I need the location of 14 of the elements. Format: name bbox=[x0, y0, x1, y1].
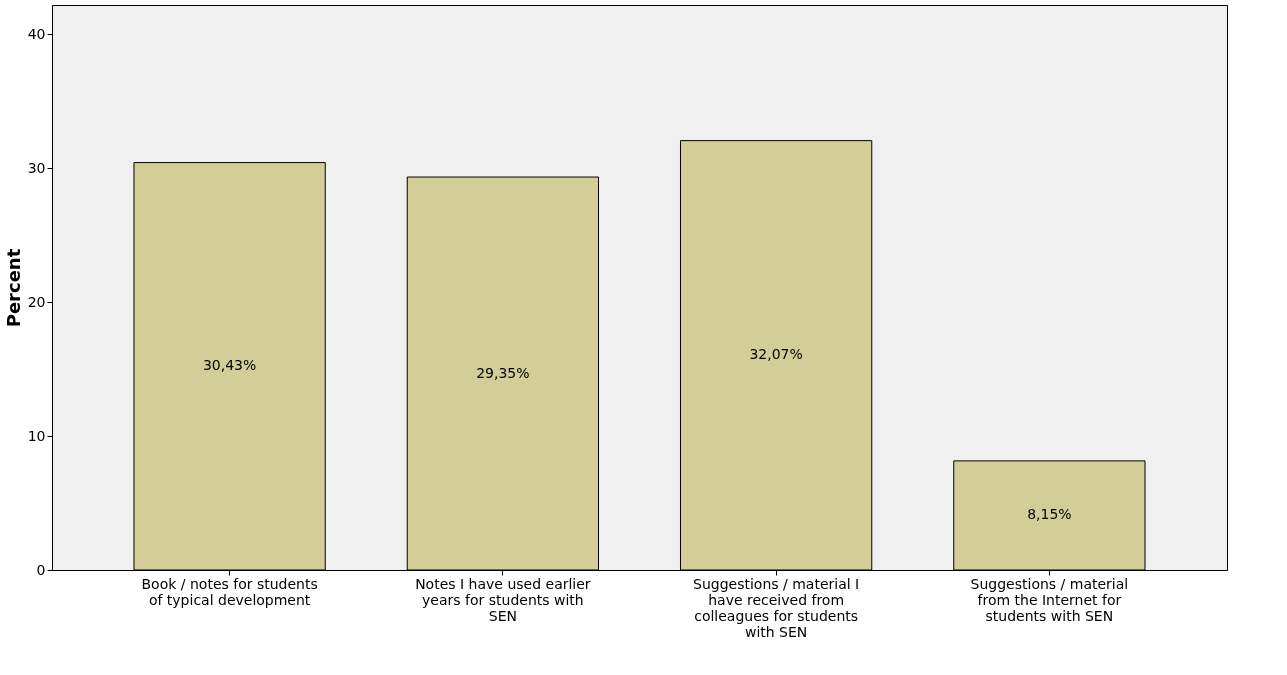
x-tick-label: Notes I have used earlier years for students with SEN bbox=[415, 575, 591, 624]
y-tick-label: 40 bbox=[27, 25, 46, 42]
y-axis-title: Percent bbox=[2, 248, 24, 328]
y-tick-label: 10 bbox=[27, 427, 46, 444]
x-tick-label: Suggestions / material I have received from colleagues for students with SEN bbox=[693, 575, 860, 640]
y-tick-label: 0 bbox=[36, 561, 46, 578]
y-tick-label: 30 bbox=[27, 159, 46, 176]
data-label: 8,15% bbox=[1027, 506, 1072, 523]
data-label: 29,35% bbox=[476, 364, 530, 381]
data-label: 32,07% bbox=[749, 346, 803, 363]
data-label: 30,43% bbox=[202, 357, 257, 374]
x-tick-label: Book / notes for students of typical development bbox=[141, 575, 318, 608]
x-tick-label: Suggestions / material from the Internet for students with SEN bbox=[970, 575, 1129, 624]
y-tick-label: 20 bbox=[27, 293, 46, 310]
